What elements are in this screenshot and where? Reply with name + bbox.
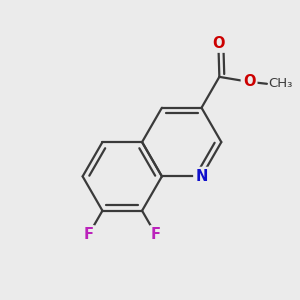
Text: O: O — [243, 74, 255, 89]
Text: CH₃: CH₃ — [268, 77, 292, 90]
Text: F: F — [151, 227, 161, 242]
Text: F: F — [84, 227, 94, 242]
Text: N: N — [195, 169, 208, 184]
Text: O: O — [212, 36, 225, 51]
